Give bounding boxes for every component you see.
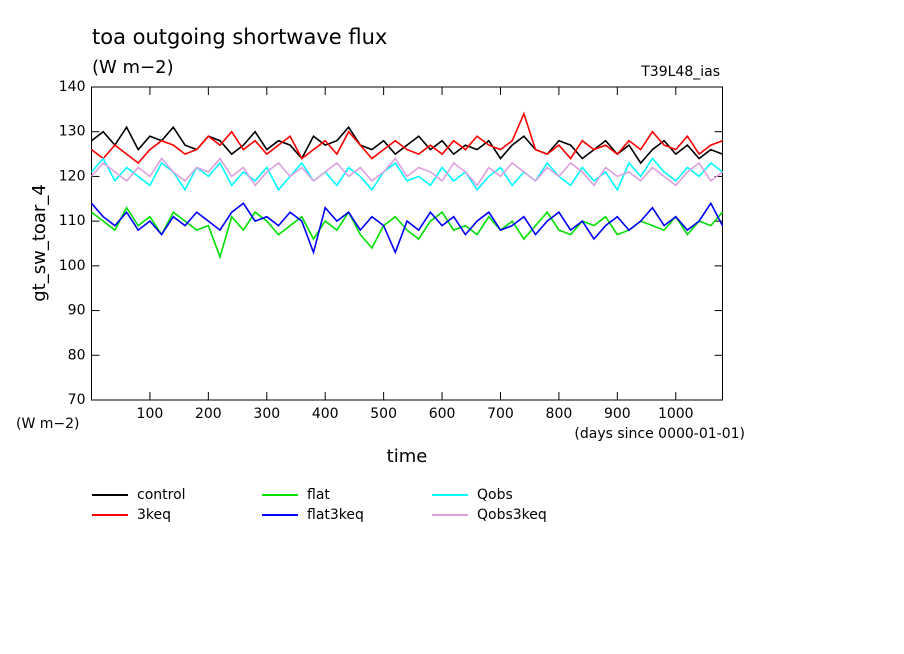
x-tick-label: 100 bbox=[137, 406, 164, 422]
x-tick-label: 500 bbox=[370, 406, 397, 422]
annotation: T39L48_ias bbox=[640, 64, 720, 80]
x-tick-label: 400 bbox=[312, 406, 339, 422]
legend-label: flat bbox=[307, 487, 330, 503]
series-line bbox=[91, 125, 723, 165]
chart-subtitle: (W m−2) bbox=[92, 57, 174, 78]
series-line bbox=[90, 201, 724, 256]
x-tick-label: 800 bbox=[546, 406, 573, 422]
y-unit: (W m−2) bbox=[16, 416, 80, 432]
x-tick-label: 1000 bbox=[658, 406, 694, 422]
y-tick-label: 90 bbox=[68, 303, 86, 319]
y-tick-label: 140 bbox=[59, 79, 86, 95]
y-tick-label: 120 bbox=[59, 168, 86, 184]
series-line bbox=[90, 157, 723, 192]
y-axis-label: gt_sw_toar_4 bbox=[29, 184, 50, 302]
series-line bbox=[91, 111, 723, 165]
plot-frame bbox=[91, 86, 723, 401]
x-tick-label: 600 bbox=[429, 406, 456, 422]
legend-label: flat3keq bbox=[307, 507, 364, 523]
y-tick-label: 70 bbox=[68, 392, 86, 408]
x-tick-label: 700 bbox=[487, 406, 514, 422]
y-tick-label: 110 bbox=[59, 213, 86, 229]
series-line bbox=[91, 206, 724, 260]
chart-title: toa outgoing shortwave flux bbox=[92, 25, 387, 49]
y-tick-label: 130 bbox=[59, 124, 86, 140]
x-unit: (days since 0000-01-01) bbox=[574, 426, 745, 442]
x-axis-label: time bbox=[387, 446, 428, 467]
legend-label: Qobs bbox=[477, 487, 513, 503]
x-tick-label: 900 bbox=[604, 406, 631, 422]
legend-label: 3keq bbox=[137, 507, 171, 523]
x-tick-label: 200 bbox=[195, 406, 222, 422]
legend-label: control bbox=[137, 487, 186, 503]
legend-label: Qobs3keq bbox=[477, 507, 547, 523]
y-tick-label: 80 bbox=[68, 347, 86, 363]
x-tick-label: 300 bbox=[253, 406, 280, 422]
series-line bbox=[90, 157, 723, 187]
y-tick-label: 100 bbox=[59, 258, 86, 274]
